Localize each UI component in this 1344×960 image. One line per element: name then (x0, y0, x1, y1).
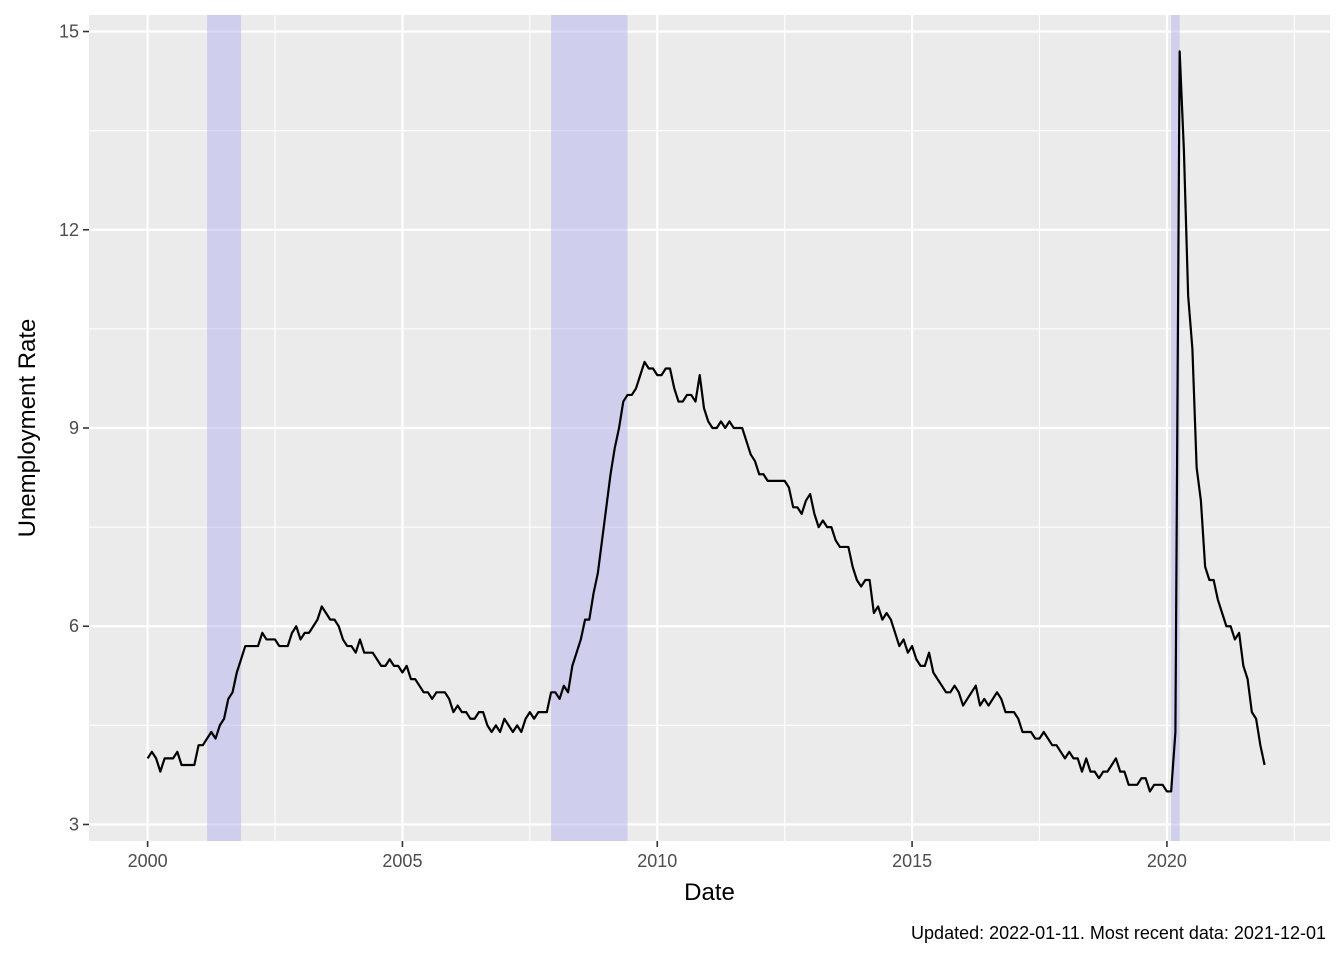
unemployment-rate-line (146, 50, 1266, 793)
chart-caption: Updated: 2022-01-11. Most recent data: 2… (911, 923, 1326, 943)
x-tick-label: 2000 (128, 851, 168, 871)
y-tick-label: 9 (69, 418, 79, 438)
recession-bands (207, 15, 1180, 841)
x-axis-title: Date (684, 879, 735, 906)
recession-band (551, 15, 628, 841)
x-tick-label: 2020 (1147, 851, 1187, 871)
x-tick-label: 2015 (892, 851, 932, 871)
y-axis-title: Unemployment Rate (14, 319, 41, 538)
series-layer (146, 50, 1266, 793)
y-tick-label: 12 (59, 220, 79, 240)
y-tick-label: 6 (69, 616, 79, 636)
recession-band (207, 15, 242, 841)
y-tick-label: 15 (59, 22, 79, 42)
x-axis: 2000 2005 2010 2015 2020 (128, 841, 1187, 871)
recession-band (1171, 15, 1180, 841)
y-tick-label: 3 (69, 814, 79, 834)
x-tick-label: 2010 (637, 851, 677, 871)
x-tick-label: 2005 (382, 851, 422, 871)
y-axis: 3 6 9 12 15 (59, 22, 89, 834)
